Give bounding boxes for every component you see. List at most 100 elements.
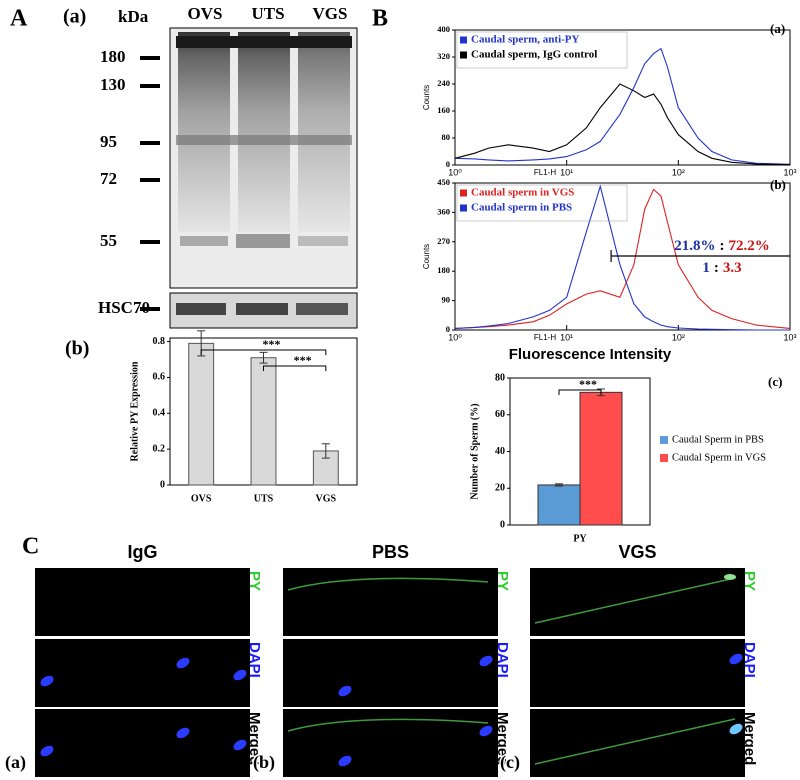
panel-letter: A [10,6,28,32]
y-tick-label: 0 [446,324,450,334]
x-tick-label: VGS [316,493,337,504]
y-tick-label: 320 [437,51,450,61]
lane-label: VGS [313,4,348,23]
sperm-head [479,655,493,667]
channel-label: PY [494,571,511,591]
x-tick-label: UTS [254,493,274,504]
y-tick-label: 450 [437,177,450,187]
significance-bracket [200,349,327,355]
series-line [454,188,791,329]
column-title: PBS [372,542,409,562]
subpanel-label: (a) [770,21,785,36]
micrograph [283,709,498,777]
series-line [454,184,790,331]
column-title: IgG [128,542,158,562]
y-tick-label: 0.4 [153,408,166,419]
y-tick-label: 0.2 [153,443,166,454]
sperm-head [729,723,743,735]
shared-x-axis-label: Fluorescence Intensity [509,346,672,363]
micrograph [35,568,250,636]
y-tick-label: 20 [495,483,505,494]
x-tick-label: 10² [672,167,685,177]
significance-bracket [263,365,327,371]
y-axis-label: Counts [422,85,431,110]
marker-label: 95 [100,132,117,151]
marker-label: 55 [100,231,117,250]
marker-label: 72 [100,169,117,188]
annotation: 1:3.3 [702,260,741,276]
micrograph-bg [530,709,745,777]
legend-label: Caudal sperm in VGS [471,187,574,199]
micrograph-bg [283,709,498,777]
annotation-part: 1 [702,260,710,276]
x-axis-label: FL1-H [534,333,556,342]
legend-swatch [460,36,467,44]
subpanel-label: (a) [5,752,26,773]
channel-label: Merged [246,712,263,765]
sperm-head [479,725,493,737]
y-tick-label: 60 [495,409,505,420]
sperm-head [233,739,247,751]
channel-label: DAPI [246,642,263,678]
x-tick-label: 10² [672,332,685,342]
plot-frame [454,29,791,166]
x-axis-label: FL1-H [534,168,556,177]
significance-bracket [558,389,602,395]
sperm-head [729,653,743,665]
significance-label: *** [579,377,597,391]
x-tick-label: 10⁰ [448,167,462,177]
subpanel-label: (a) [63,6,86,28]
y-tick-label: 90 [442,295,451,305]
column-title: VGS [618,542,656,562]
loading-control-label: HSC70 [98,298,150,317]
y-axis-label: Number of Sperm (%) [469,403,480,499]
lane-label: UTS [251,4,284,23]
y-tick-label: 180 [437,265,450,275]
legend-frame [456,184,628,222]
error-bar [259,351,268,364]
micrograph-bg [35,639,250,707]
channel-label: Merged [494,712,511,765]
x-tick-label: 10⁰ [448,332,462,342]
legend-swatch [460,189,467,197]
sperm-tail [287,577,489,591]
sperm-head [233,669,247,681]
legend-label: Caudal Sperm in VGS [672,452,766,463]
marker-label: 130 [100,75,126,94]
x-tick-label: 10³ [783,332,796,342]
y-tick-label: 0 [446,159,450,169]
y-tick-label: 270 [437,236,450,246]
bar [250,357,277,486]
legend-swatch [660,436,668,444]
y-tick-label: 0.6 [153,372,166,383]
legend-label: Caudal sperm, IgG control [471,49,597,61]
annotation-part: 72.2% [729,238,770,254]
legend-frame [456,31,628,69]
y-tick-label: 360 [437,206,450,216]
bar [579,391,623,526]
y-axis-label: Relative PY Expression [129,361,140,461]
y-tick-label: 0 [160,479,165,490]
micrograph-bg [35,568,250,636]
legend-label: Caudal Sperm in PBS [672,434,764,445]
y-tick-label: 160 [437,105,450,115]
micrograph-bg [35,709,250,777]
y-tick-label: 80 [442,132,451,142]
subpanel-label: (b) [770,177,786,192]
significance-label: *** [263,337,281,351]
subpanel-label: (b) [253,752,275,773]
unit-label: kDa [118,7,149,26]
micrograph [35,639,250,707]
annotation-part: 21.8% [674,238,715,254]
sperm-head [40,675,54,687]
y-tick-label: 0 [500,519,505,530]
panel-letter: B [372,6,388,32]
subpanel-label: (c) [768,374,782,389]
sperm-head [176,727,190,739]
bar [188,342,215,486]
micrograph-bg [283,639,498,707]
y-tick-label: 80 [495,372,505,383]
sperm-head [338,685,352,697]
channel-label: DAPI [741,642,758,678]
